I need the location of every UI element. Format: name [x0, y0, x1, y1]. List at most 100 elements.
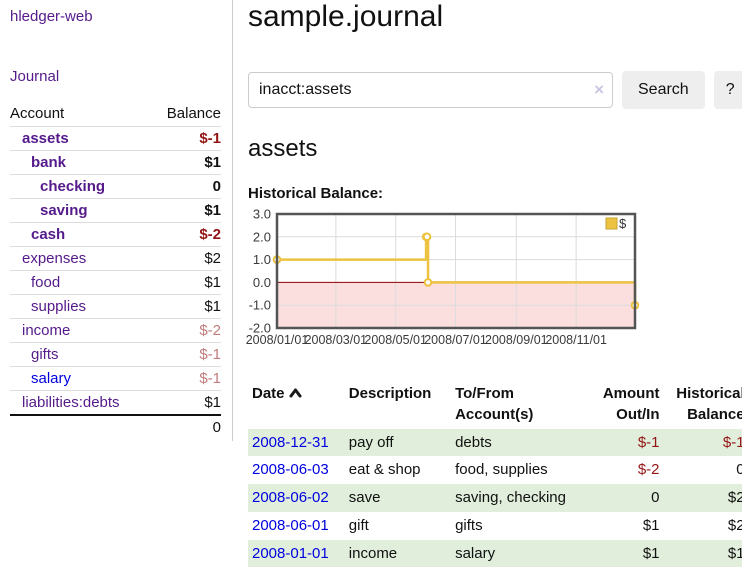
account-row: liabilities:debts $1: [10, 391, 221, 416]
sort-ascending-icon: [289, 384, 302, 405]
account-link[interactable]: expenses: [22, 250, 86, 267]
page-title: sample.journal: [248, 0, 742, 35]
account-link[interactable]: cash: [31, 226, 65, 243]
account-link[interactable]: food: [31, 274, 60, 291]
transaction-description: gift: [349, 512, 455, 540]
transaction-description: save: [349, 484, 455, 512]
svg-text:-1.0: -1.0: [249, 297, 271, 312]
accounts-table: Account Balance assets $-1 bank $1 checking 0…: [10, 102, 221, 439]
register-header-date[interactable]: Date: [248, 381, 349, 429]
account-row: supplies $1: [10, 295, 221, 319]
transaction-amount: 0: [577, 484, 667, 512]
search-button[interactable]: Search: [622, 71, 705, 109]
chart-section-label: Historical Balance:: [248, 185, 742, 202]
svg-text:2008/01/01: 2008/01/01: [246, 333, 309, 347]
svg-text:2.0: 2.0: [253, 229, 271, 244]
sidebar: hledger-web Journal Account Balance asse…: [0, 0, 233, 441]
transaction-date-link[interactable]: 2008-01-01: [252, 545, 329, 562]
account-row: expenses $2: [10, 247, 221, 271]
register-table: Date Description To/From Account(s) Amou…: [248, 381, 742, 568]
account-link[interactable]: saving: [40, 202, 88, 219]
account-heading: assets: [248, 135, 742, 163]
svg-text:2008/03/01: 2008/03/01: [305, 333, 368, 347]
account-balance: $-1: [151, 367, 221, 391]
nav-journal-link[interactable]: Journal: [10, 68, 59, 85]
account-balance: $-1: [151, 127, 221, 151]
account-balance: $1: [151, 151, 221, 175]
accounts-total-row: 0: [10, 415, 221, 439]
svg-text:1.0: 1.0: [253, 252, 271, 267]
account-balance: $1: [151, 271, 221, 295]
account-row: bank $1: [10, 151, 221, 175]
account-link[interactable]: liabilities:debts: [22, 394, 120, 411]
transaction-date-link[interactable]: 2008-06-03: [252, 461, 329, 478]
account-row: income $-2: [10, 319, 221, 343]
transaction-accounts: food, supplies: [455, 456, 577, 484]
account-row: saving $1: [10, 199, 221, 223]
register-header-row: Date Description To/From Account(s) Amou…: [248, 381, 742, 429]
accounts-header-account: Account: [10, 102, 151, 127]
main-content: sample.journal × Search ? assets Histori…: [233, 0, 742, 587]
account-balance: $-1: [151, 343, 221, 367]
app-brand-link[interactable]: hledger-web: [10, 8, 221, 25]
account-link[interactable]: assets: [22, 130, 69, 147]
account-balance: 0: [151, 175, 221, 199]
transaction-amount: $1: [577, 512, 667, 540]
transaction-date-link[interactable]: 2008-06-01: [252, 517, 329, 534]
register-header-amount: Amount Out/In: [577, 381, 667, 429]
transaction-date-link[interactable]: 2008-12-31: [252, 434, 329, 451]
search-input-wrap: ×: [248, 72, 613, 108]
transaction-amount: $1: [577, 540, 667, 568]
clear-search-icon[interactable]: ×: [594, 81, 604, 98]
transaction-amount: $-2: [577, 456, 667, 484]
account-link[interactable]: salary: [31, 370, 71, 387]
account-row: checking 0: [10, 175, 221, 199]
account-link[interactable]: gifts: [31, 346, 59, 363]
transaction-balance: $2: [668, 512, 742, 540]
transaction-balance: 0: [668, 456, 742, 484]
transaction-date-link[interactable]: 2008-06-02: [252, 489, 329, 506]
account-row: cash$-2: [10, 223, 221, 247]
account-row: gifts $-1: [10, 343, 221, 367]
svg-text:2008/05/01: 2008/05/01: [364, 333, 427, 347]
transaction-amount: $-1: [577, 429, 667, 457]
account-link[interactable]: bank: [31, 154, 66, 171]
svg-text:2008/09/01: 2008/09/01: [485, 333, 548, 347]
search-bar: × Search ?: [248, 71, 742, 109]
account-balance: $1: [151, 391, 221, 416]
svg-text:2008/11/01: 2008/11/01: [545, 333, 607, 347]
help-button[interactable]: ?: [714, 71, 742, 109]
account-row: assets $-1: [10, 127, 221, 151]
register-header-balance: Historical Balance: [668, 381, 742, 429]
register-header-tofrom: To/From Account(s): [455, 381, 577, 429]
svg-text:0.0: 0.0: [253, 274, 271, 289]
search-input[interactable]: [248, 72, 613, 108]
register-header-description: Description: [349, 381, 455, 429]
account-balance: $1: [151, 199, 221, 223]
account-link[interactable]: supplies: [31, 298, 86, 315]
transaction-accounts: gifts: [455, 512, 577, 540]
transaction-balance: $1: [668, 540, 742, 568]
account-balance: $2: [151, 247, 221, 271]
account-link[interactable]: checking: [40, 178, 105, 195]
transaction-balance: $2: [668, 484, 742, 512]
accounts-header-row: Account Balance: [10, 102, 221, 127]
svg-text:2008/07/01: 2008/07/01: [424, 333, 487, 347]
account-link[interactable]: income: [22, 322, 70, 339]
transaction-balance: $-1: [668, 429, 742, 457]
transaction-description: pay off: [349, 429, 455, 457]
chart-svg: $3.02.01.00.0-1.0-2.02008/01/012008/03/0…: [245, 209, 645, 353]
account-row: food $1: [10, 271, 221, 295]
transaction-description: eat & shop: [349, 456, 455, 484]
transaction-accounts: debts: [455, 429, 577, 457]
account-balance: $-2: [151, 319, 221, 343]
account-row: salary $-1: [10, 367, 221, 391]
accounts-header-balance: Balance: [151, 102, 221, 127]
account-balance: $1: [151, 295, 221, 319]
